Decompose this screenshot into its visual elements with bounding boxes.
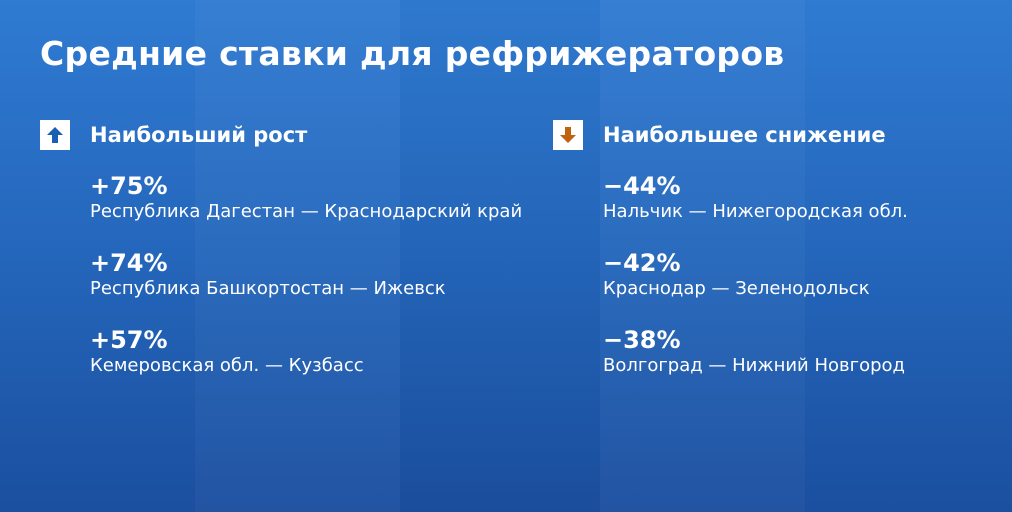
list-item: −38% Волгоград — Нижний Новгород [603,326,908,378]
arrow-up-icon [40,120,70,150]
change-value: +74% [90,249,168,277]
decline-section: Наибольшее снижение −44% Нальчик — Нижего… [553,120,908,378]
route-label: Кемеровская обл. — Кузбасс [90,355,364,376]
route-label: Республика Дагестан — Краснодарский край [90,201,523,222]
change-value: +57% [90,326,168,354]
route-label: Республика Башкортостан — Ижевск [90,278,446,299]
arrow-down-icon [553,120,583,150]
route-label: Волгоград — Нижний Новгород [603,355,905,376]
growth-section: Наибольший рост +75% Республика Дагестан … [40,120,522,378]
page-title: Средние ставки для рефрижераторов [40,34,785,73]
list-item: +74% Республика Башкортостан — Ижевск [90,249,522,301]
list-item: +57% Кемеровская обл. — Кузбасс [90,326,522,378]
route-label: Краснодар — Зеленодольск [603,278,870,299]
list-item: +75% Республика Дагестан — Краснодарский … [90,172,522,224]
change-value: −44% [603,172,681,200]
route-label: Нальчик — Нижегородская обл. [603,201,908,222]
list-item: −42% Краснодар — Зеленодольск [603,249,908,301]
list-item: −44% Нальчик — Нижегородская обл. [603,172,908,224]
change-value: −42% [603,249,681,277]
change-value: +75% [90,172,168,200]
growth-heading: Наибольший рост [90,123,308,147]
change-value: −38% [603,326,681,354]
decline-heading: Наибольшее снижение [603,123,886,147]
